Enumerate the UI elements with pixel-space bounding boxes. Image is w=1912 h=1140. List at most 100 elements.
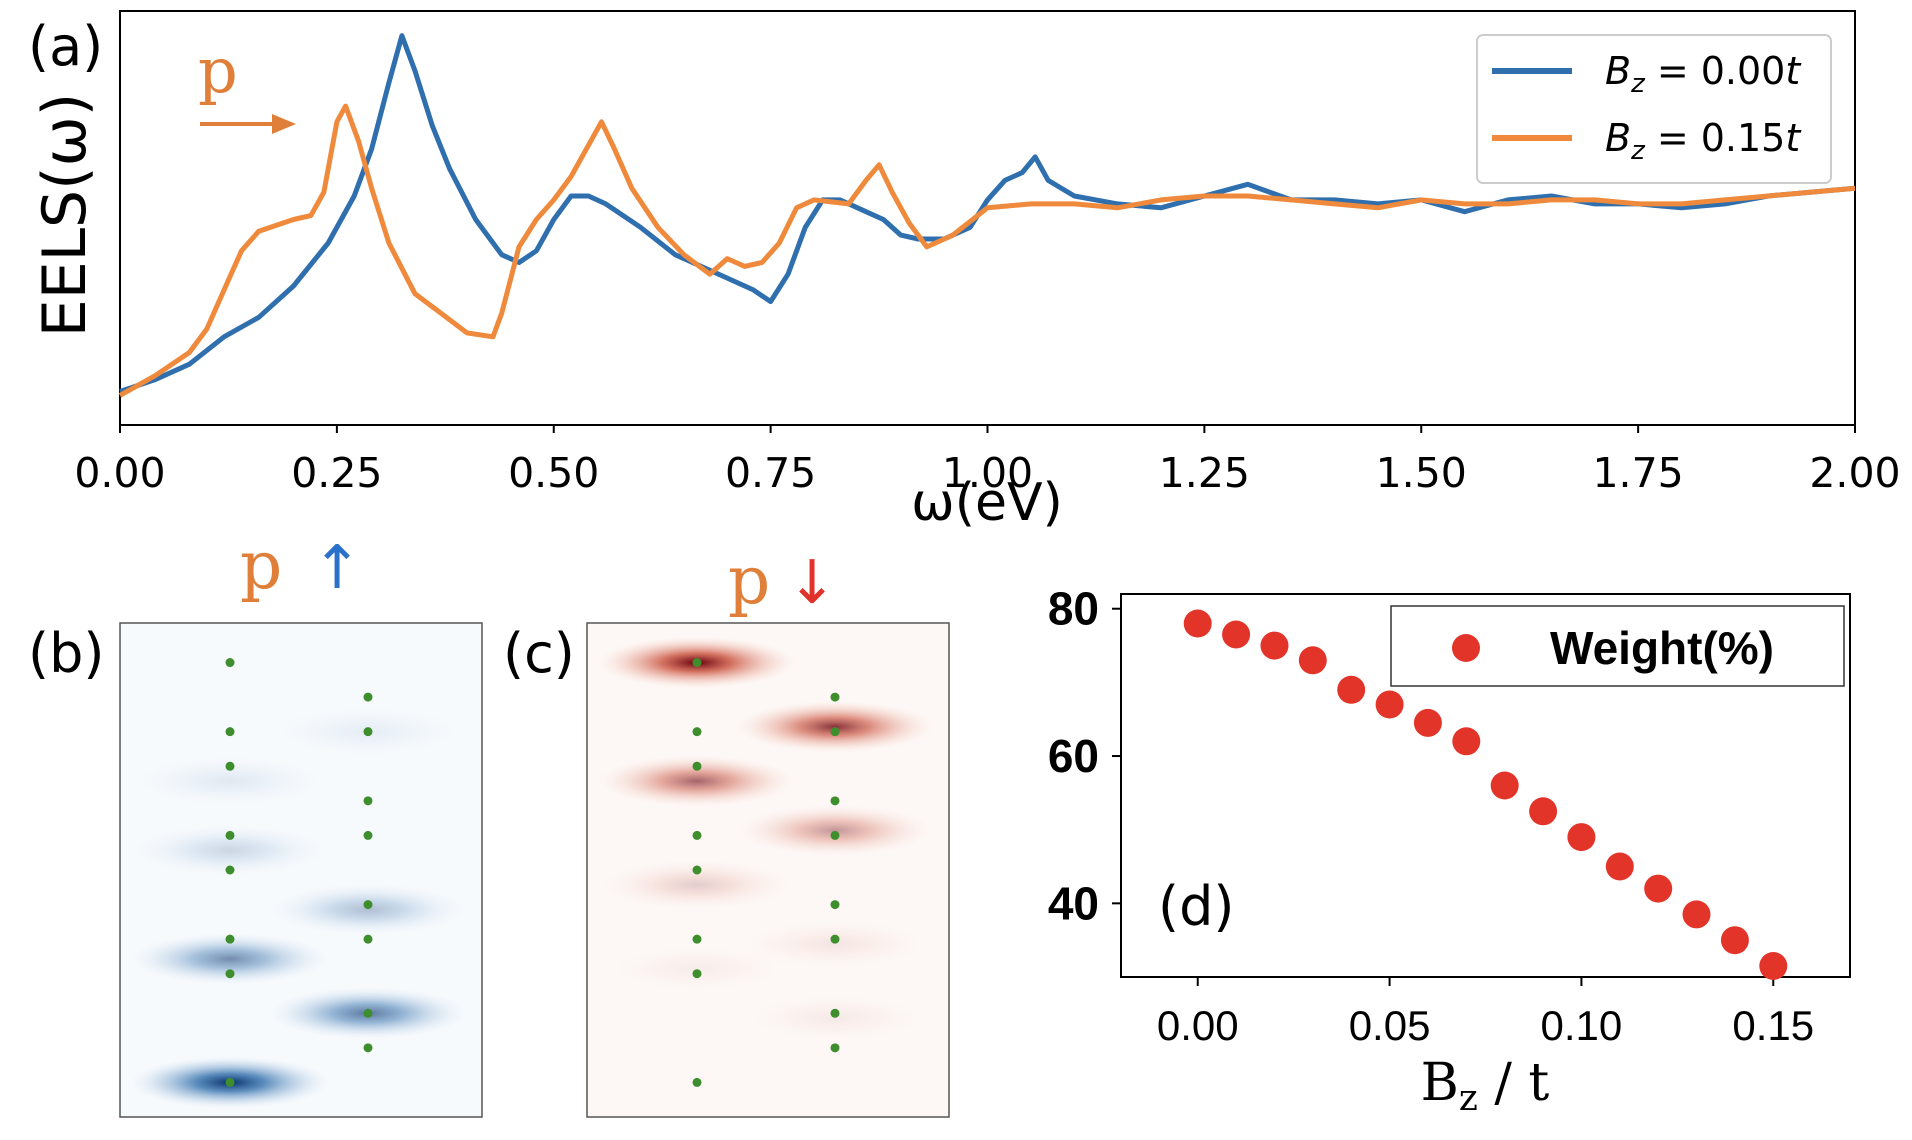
- density-blob: [597, 858, 797, 911]
- weight-point: [1644, 874, 1673, 903]
- site-dot: [363, 830, 373, 840]
- site-dot: [830, 830, 840, 840]
- site-dot: [225, 761, 235, 771]
- weight-point: [1222, 620, 1251, 649]
- panel-b-density-blobs: [130, 705, 468, 1109]
- panel-b-site-dots: [225, 658, 373, 1087]
- weight-point: [1682, 900, 1711, 929]
- weight-point: [1413, 708, 1442, 737]
- panel-c: (c) p ↓: [503, 542, 950, 1118]
- site-dot: [830, 900, 840, 910]
- density-blob: [130, 824, 330, 877]
- weight-point: [1490, 771, 1519, 800]
- panel-a-legend: Bz = 0.00t Bz = 0.15t: [1476, 34, 1832, 184]
- panel-a: 0.00 0.25 0.50 0.75 1.00 1.25 1.50 1.75 2.00 (a)…: [28, 10, 1901, 533]
- p-up-label: p: [240, 527, 282, 604]
- panel-a-label: (a): [28, 15, 103, 78]
- panel-d-x-tick-label: 0.15: [1732, 1002, 1814, 1049]
- panel-d-points: [1183, 609, 1788, 980]
- site-dot: [363, 692, 373, 702]
- weight-point: [1567, 823, 1596, 852]
- panel-a-x-tick-label: 1.00: [942, 449, 1033, 497]
- density-blob: [735, 700, 935, 753]
- panel-d-axes-frame: [1120, 593, 1851, 978]
- up-arrow-icon: ↑: [312, 533, 362, 603]
- weight-point: [1452, 727, 1481, 756]
- panel-b: (b) p ↑: [28, 527, 483, 1118]
- site-dot: [692, 658, 702, 668]
- panel-d-legend: Weight(%): [1390, 605, 1845, 687]
- panel-a-x-tick-label: 0.25: [291, 449, 382, 497]
- site-dot: [225, 830, 235, 840]
- site-dot: [225, 658, 235, 668]
- legend-weight-label: Weight(%): [1550, 622, 1774, 674]
- site-dot: [692, 1077, 702, 1087]
- panel-a-y-axis-label: EELS(ω): [30, 93, 100, 337]
- site-dot: [225, 969, 235, 979]
- density-blob: [597, 755, 797, 808]
- panel-a-x-ticks: [119, 425, 1856, 433]
- site-dot: [225, 865, 235, 875]
- panel-c-density-blobs: [597, 636, 935, 1045]
- weight-point: [1337, 675, 1366, 704]
- weight-point: [1375, 690, 1404, 719]
- panel-a-x-tick-label: 0.50: [508, 449, 599, 497]
- density-blob: [130, 755, 330, 808]
- orange-right-arrow-icon: [200, 114, 296, 134]
- site-dot: [225, 727, 235, 737]
- site-dot: [830, 727, 840, 737]
- density-blob: [130, 932, 330, 985]
- legend-entry-2: Bz = 0.15t: [1605, 116, 1802, 166]
- site-dot: [830, 1008, 840, 1018]
- panel-a-series-line-2: [118, 103, 1856, 398]
- panel-d-ticks: [1112, 607, 1775, 986]
- site-dot: [363, 900, 373, 910]
- panel-a-x-tick-labels: 0.00 0.25 0.50 0.75 1.00 1.25 1.50 1.75 2.00: [74, 449, 1900, 497]
- panel-d-x-tick-label: 0.00: [1157, 1002, 1239, 1049]
- site-dot: [363, 727, 373, 737]
- panel-d-tick-labels: 0.00 0.05 0.10 0.15 40 60 80: [1048, 583, 1814, 1049]
- site-dot: [363, 1043, 373, 1053]
- panel-a-x-tick-label: 1.50: [1376, 449, 1467, 497]
- site-dot: [830, 934, 840, 944]
- panel-d-y-tick-label: 40: [1048, 877, 1099, 929]
- panel-a-x-tick-label: 0.00: [74, 449, 165, 497]
- weight-point: [1605, 852, 1634, 881]
- down-arrow-icon: ↓: [787, 548, 837, 618]
- site-dot: [225, 934, 235, 944]
- panel-a-series: [118, 33, 1856, 398]
- weight-point: [1298, 646, 1327, 675]
- panel-c-label: (c): [503, 622, 575, 685]
- site-dot: [692, 934, 702, 944]
- weight-point: [1260, 631, 1289, 660]
- panel-a-x-tick-label: 1.75: [1592, 449, 1683, 497]
- weight-point: [1759, 952, 1788, 980]
- density-blob: [268, 883, 468, 936]
- panel-d-y-tick-label: 60: [1048, 730, 1099, 782]
- panel-b-label: (b): [28, 622, 104, 685]
- site-dot: [692, 727, 702, 737]
- site-dot: [692, 969, 702, 979]
- panel-a-x-axis-label: ω(eV): [911, 473, 1063, 533]
- density-blob: [735, 804, 935, 857]
- panel-a-x-tick-label: 2.00: [1809, 449, 1900, 497]
- density-blob: [735, 918, 935, 971]
- panel-d: 0.00 0.05 0.10 0.15 40 60 80 (d) Weight(%) Bz …: [1048, 583, 1851, 1119]
- site-dot: [692, 865, 702, 875]
- site-dot: [692, 830, 702, 840]
- site-dot: [363, 934, 373, 944]
- weight-point: [1720, 926, 1749, 955]
- site-dot: [830, 1043, 840, 1053]
- panel-c-site-dots: [692, 658, 840, 1087]
- weight-point: [1529, 797, 1558, 826]
- peak-p-label: p: [198, 34, 238, 107]
- legend-marker-weight: [1452, 634, 1480, 662]
- legend-entry-1: Bz = 0.00t: [1605, 49, 1802, 99]
- site-dot: [830, 796, 840, 806]
- site-dot: [363, 1008, 373, 1018]
- panel-d-y-tick-label: 80: [1048, 583, 1099, 635]
- panel-a-x-tick-label: 1.25: [1159, 449, 1250, 497]
- site-dot: [225, 1077, 235, 1087]
- panel-a-x-tick-label: 0.75: [725, 449, 816, 497]
